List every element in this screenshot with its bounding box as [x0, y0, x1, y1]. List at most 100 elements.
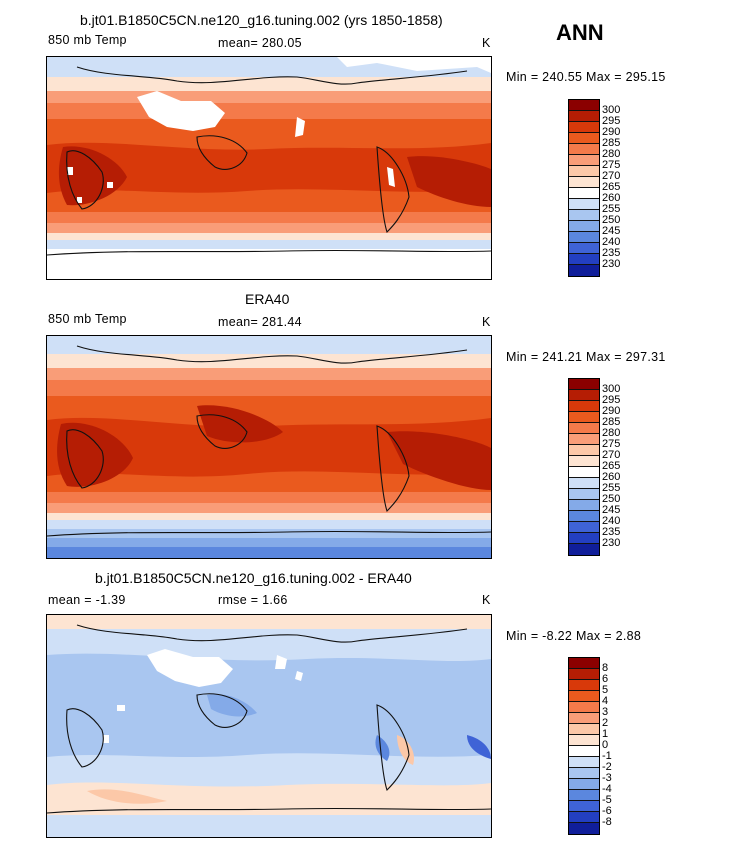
- colorbar-cell: [569, 243, 599, 254]
- panel1-mean-label: mean= 280.05: [218, 36, 302, 50]
- colorbar-cell: [569, 790, 599, 801]
- colorbar-cell: [569, 713, 599, 724]
- colorbar-tick-label: 8: [602, 662, 609, 674]
- panel3-map: [46, 614, 492, 838]
- panel2-map-svg: [47, 336, 491, 558]
- panel1-minmax: Min = 240.55 Max = 295.15: [506, 70, 666, 84]
- panel2-mean-label: mean= 281.44: [218, 315, 302, 329]
- colorbar-tick-label: -6: [602, 805, 612, 817]
- colorbar-tick-label: 270: [602, 449, 621, 461]
- colorbar-cell: [569, 691, 599, 702]
- colorbar-tick-label: 280: [602, 148, 621, 160]
- colorbar-cell: [569, 144, 599, 155]
- colorbar-cell: [569, 401, 599, 412]
- colorbar-tick-label: -5: [602, 794, 612, 806]
- panel3-rmse-label: rmse = 1.66: [218, 593, 288, 607]
- colorbar-cell: [569, 735, 599, 746]
- colorbar-cell: [569, 746, 599, 757]
- colorbar-cell: [569, 801, 599, 812]
- colorbar-cell: [569, 434, 599, 445]
- panel1-colorbar-cells: [569, 100, 599, 276]
- panel3-colorbar: [568, 657, 600, 835]
- colorbar-tick-label: 265: [602, 181, 621, 193]
- colorbar-cell: [569, 467, 599, 478]
- panel2-variable-label: 850 mb Temp: [48, 312, 127, 326]
- colorbar-tick-label: 245: [602, 504, 621, 516]
- colorbar-tick-label: 300: [602, 383, 621, 395]
- colorbar-cell: [569, 390, 599, 401]
- colorbar-cell: [569, 456, 599, 467]
- panel3-map-svg: [47, 615, 491, 837]
- colorbar-tick-label: -3: [602, 772, 612, 784]
- colorbar-cell: [569, 724, 599, 735]
- colorbar-tick-label: 275: [602, 159, 621, 171]
- panel3-minmax: Min = -8.22 Max = 2.88: [506, 629, 642, 643]
- colorbar-cell: [569, 478, 599, 489]
- panel3-mean-label: mean = -1.39: [48, 593, 126, 607]
- colorbar-cell: [569, 122, 599, 133]
- colorbar-cell: [569, 412, 599, 423]
- colorbar-tick-label: 235: [602, 526, 621, 538]
- panel1-units: K: [482, 36, 491, 50]
- panel1-map: [46, 56, 492, 280]
- colorbar-cell: [569, 544, 599, 555]
- colorbar-tick-label: -8: [602, 816, 612, 828]
- colorbar-tick-label: 270: [602, 170, 621, 182]
- colorbar-tick-label: 295: [602, 115, 621, 127]
- colorbar-tick-label: 260: [602, 192, 621, 204]
- colorbar-tick-label: 4: [602, 695, 609, 707]
- colorbar-cell: [569, 768, 599, 779]
- colorbar-tick-label: 275: [602, 438, 621, 450]
- colorbar-cell: [569, 500, 599, 511]
- colorbar-cell: [569, 100, 599, 111]
- panel1-map-svg: [47, 57, 491, 279]
- colorbar-tick-label: -4: [602, 783, 612, 795]
- panel2-colorbar-cells: [569, 379, 599, 555]
- panel2-title: ERA40: [245, 291, 290, 307]
- colorbar-tick-label: 245: [602, 225, 621, 237]
- colorbar-cell: [569, 155, 599, 166]
- colorbar-tick-label: 295: [602, 394, 621, 406]
- colorbar-cell: [569, 133, 599, 144]
- panel1-variable-label: 850 mb Temp: [48, 33, 127, 47]
- colorbar-tick-label: 1: [602, 728, 609, 740]
- colorbar-tick-label: 285: [602, 137, 621, 149]
- colorbar-cell: [569, 177, 599, 188]
- colorbar-cell: [569, 680, 599, 691]
- colorbar-tick-label: 280: [602, 427, 621, 439]
- colorbar-tick-label: -2: [602, 761, 612, 773]
- colorbar-cell: [569, 812, 599, 823]
- colorbar-tick-label: -1: [602, 750, 612, 762]
- colorbar-tick-label: 250: [602, 493, 621, 505]
- colorbar-cell: [569, 779, 599, 790]
- colorbar-cell: [569, 511, 599, 522]
- colorbar-tick-label: 255: [602, 482, 621, 494]
- panel3-units: K: [482, 593, 491, 607]
- season-label: ANN: [556, 20, 604, 45]
- colorbar-cell: [569, 210, 599, 221]
- colorbar-cell: [569, 658, 599, 669]
- colorbar-cell: [569, 166, 599, 177]
- colorbar-cell: [569, 199, 599, 210]
- panel3-title: b.jt01.B1850C5CN.ne120_g16.tuning.002 - …: [95, 570, 412, 586]
- colorbar-tick-label: 300: [602, 104, 621, 116]
- panel1-colorbar: [568, 99, 600, 277]
- colorbar-cell: [569, 221, 599, 232]
- panel2-minmax: Min = 241.21 Max = 297.31: [506, 350, 666, 364]
- colorbar-cell: [569, 445, 599, 456]
- colorbar-cell: [569, 702, 599, 713]
- colorbar-cell: [569, 188, 599, 199]
- panel2-map: [46, 335, 492, 559]
- colorbar-cell: [569, 489, 599, 500]
- panel2-units: K: [482, 315, 491, 329]
- colorbar-tick-label: 230: [602, 537, 621, 549]
- colorbar-tick-label: 250: [602, 214, 621, 226]
- colorbar-tick-label: 230: [602, 258, 621, 270]
- colorbar-cell: [569, 823, 599, 834]
- colorbar-tick-label: 290: [602, 126, 621, 138]
- colorbar-tick-label: 240: [602, 236, 621, 248]
- colorbar-cell: [569, 111, 599, 122]
- colorbar-tick-label: 0: [602, 739, 609, 751]
- colorbar-cell: [569, 522, 599, 533]
- colorbar-tick-label: 260: [602, 471, 621, 483]
